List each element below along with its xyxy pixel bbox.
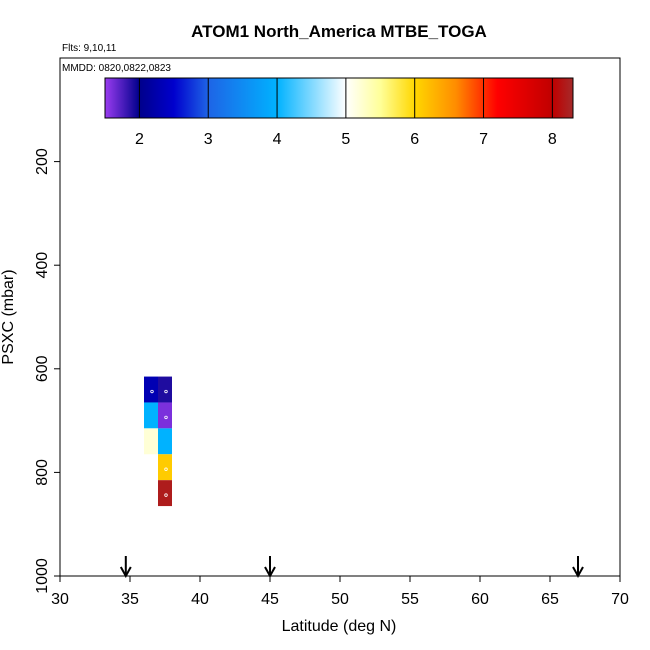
colorbar-gradient [104,77,574,119]
plot-frame [59,57,621,577]
heatmap-cell [158,376,172,403]
heatmap-cell [144,376,158,403]
colorbar-tick-label: 8 [548,131,557,148]
latitude-arrows [119,556,584,579]
down-arrow-icon [119,556,132,579]
heatmap-cell [158,402,172,429]
x-tick-label: 55 [401,591,419,608]
y-tick-label: 400 [34,252,51,279]
sample-marker [164,415,168,420]
heatmap-cell [144,402,158,429]
colorbar-tick-label: 6 [410,131,419,148]
y-axis: 200 400 600 800 1000 [34,148,60,594]
sample-marker [164,493,168,497]
flights-note: Flts: 9,10,11 [62,43,117,54]
x-tick-label: 65 [541,591,559,608]
heatmap-cell [158,454,172,481]
chart-title: ATOM1 North_America MTBE_TOGA [191,22,487,41]
sample-marker [150,389,154,394]
x-tick-label: 30 [51,591,69,608]
sample-marker [164,389,168,394]
down-arrow-icon [572,556,584,579]
heatmap-cells [144,376,172,507]
sample-marker [164,467,168,471]
x-axis-label: Latitude (deg N) [282,618,397,635]
y-tick-label: 1000 [34,558,51,594]
heatmap-cell [144,428,158,455]
colorbar: 2 3 4 5 6 7 8 [104,77,574,148]
x-tick-label: 35 [121,591,139,608]
x-tick-label: 70 [611,591,629,608]
y-tick-label: 800 [34,459,51,486]
y-tick-label: 200 [34,148,51,175]
dates-note: MMDD: 0820,0822,0823 [62,63,171,74]
x-tick-label: 45 [261,591,279,608]
colorbar-tick-label: 4 [273,131,282,148]
colorbar-tick-label: 3 [204,131,213,148]
y-axis-label: PSXC (mbar) [0,269,17,364]
y-tick-label: 600 [34,355,51,382]
x-axis: 30 35 40 45 50 55 60 65 70 [51,576,629,608]
x-tick-label: 50 [331,591,349,608]
colorbar-tick-label: 2 [135,131,144,148]
heatmap-cell [158,480,172,507]
x-tick-label: 60 [471,591,489,608]
colorbar-tick-label: 7 [479,131,488,148]
colorbar-tick-label: 5 [341,131,350,148]
down-arrow-icon [264,556,276,579]
heatmap-cell [158,428,172,455]
x-tick-label: 40 [191,591,209,608]
